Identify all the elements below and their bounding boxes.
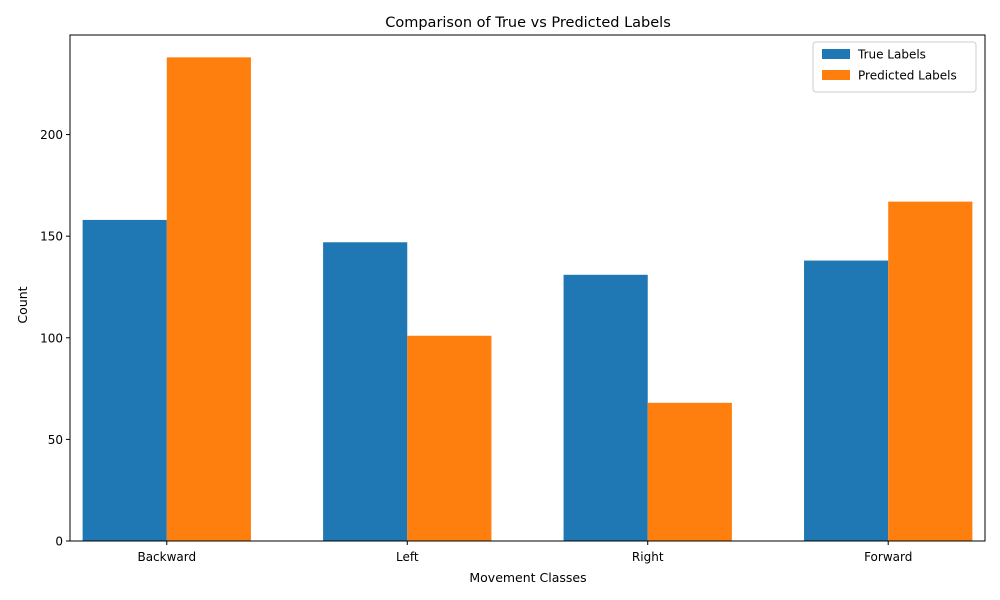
y-axis-label: Count (15, 286, 30, 323)
bar-predicted-labels-backward (166, 57, 251, 541)
bar-true-labels-backward (82, 219, 167, 541)
y-tick-label: 200 (40, 128, 63, 142)
legend-label: Predicted Labels (858, 69, 957, 83)
y-tick-label: 0 (55, 535, 63, 549)
y-tick-label: 150 (40, 230, 63, 244)
bar-predicted-labels-right (647, 402, 732, 541)
legend-box (812, 41, 977, 93)
x-tick-label: Forward (864, 550, 912, 564)
bar-predicted-labels-left (407, 335, 492, 541)
x-tick-label: Backward (137, 550, 196, 564)
legend-swatch (822, 70, 850, 80)
plot-frame (69, 34, 986, 542)
bar-true-labels-left (323, 242, 408, 542)
bar-true-labels-forward (804, 260, 889, 541)
x-axis-label: Movement Classes (469, 570, 586, 585)
y-tick-label: 50 (48, 433, 63, 447)
x-tick-label: Left (396, 550, 419, 564)
bar-predicted-labels-forward (888, 201, 973, 542)
legend-swatch (822, 49, 850, 59)
y-tick-label: 100 (40, 331, 63, 345)
x-axis: Backward Left Right Forward (137, 541, 912, 564)
bars-group (82, 57, 973, 542)
legend: True Labels Predicted Labels (812, 41, 977, 93)
chart-title: Comparison of True vs Predicted Labels (385, 15, 671, 31)
bar-true-labels-right (563, 274, 648, 541)
y-axis: 0 50 100 150 200 (40, 128, 70, 549)
x-tick-label: Right (632, 550, 664, 564)
legend-label: True Labels (857, 48, 926, 62)
